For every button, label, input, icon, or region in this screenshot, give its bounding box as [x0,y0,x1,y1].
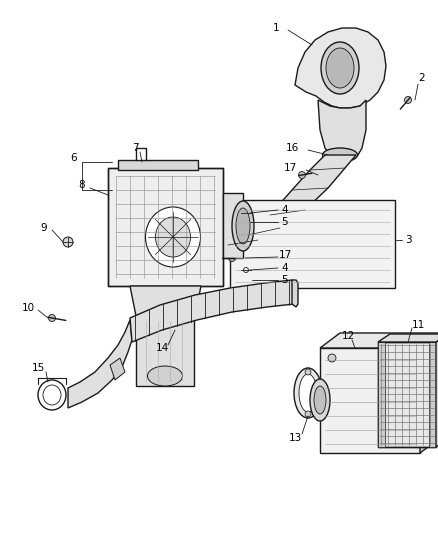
Text: 6: 6 [71,153,78,163]
Polygon shape [110,358,125,380]
Text: 4: 4 [282,263,288,273]
Polygon shape [320,333,438,348]
Bar [320,348,420,453]
Polygon shape [318,100,366,155]
Bar [108,168,223,286]
Text: 4: 4 [282,205,288,215]
Text: 14: 14 [155,343,169,353]
Polygon shape [68,320,132,408]
Bar [136,316,194,386]
Text: 17: 17 [283,163,297,173]
Polygon shape [215,155,356,250]
Circle shape [328,354,336,362]
Ellipse shape [247,227,276,249]
Polygon shape [420,333,438,453]
Bar [378,342,436,447]
Circle shape [49,314,56,321]
Text: 8: 8 [79,180,85,190]
Circle shape [299,172,305,179]
Text: 12: 12 [341,331,355,341]
Text: 10: 10 [21,303,35,313]
Polygon shape [130,286,201,316]
Text: 5: 5 [282,217,288,227]
Text: 1: 1 [273,23,279,33]
Bar [118,160,198,170]
Text: 9: 9 [41,223,47,233]
Ellipse shape [145,207,201,267]
Ellipse shape [232,201,254,251]
Polygon shape [436,334,438,447]
Bar [378,342,385,447]
Text: 17: 17 [279,250,292,260]
Text: 15: 15 [32,363,45,373]
Polygon shape [295,28,386,108]
Circle shape [405,96,411,103]
Polygon shape [292,280,298,307]
Circle shape [305,411,311,417]
Ellipse shape [155,217,191,257]
Text: 13: 13 [288,433,302,443]
Bar [108,168,223,286]
Ellipse shape [321,42,359,94]
Ellipse shape [294,368,322,418]
Bar [378,342,436,447]
Ellipse shape [252,231,272,245]
Bar [223,193,243,258]
Bar [429,342,436,447]
Ellipse shape [326,48,354,88]
Text: 2: 2 [419,73,425,83]
Ellipse shape [236,208,250,244]
Polygon shape [130,280,294,342]
Ellipse shape [322,148,357,162]
Ellipse shape [314,386,326,414]
Ellipse shape [43,385,61,405]
Text: 3: 3 [405,235,411,245]
Circle shape [63,237,73,247]
Ellipse shape [299,374,317,412]
Circle shape [305,369,311,375]
Text: 11: 11 [411,320,424,330]
Ellipse shape [148,366,183,386]
Ellipse shape [310,379,330,421]
Polygon shape [378,334,438,342]
Text: 7: 7 [132,143,138,153]
Circle shape [229,254,236,262]
Bar [230,200,395,288]
Text: 5: 5 [282,275,288,285]
Text: 16: 16 [286,143,299,153]
